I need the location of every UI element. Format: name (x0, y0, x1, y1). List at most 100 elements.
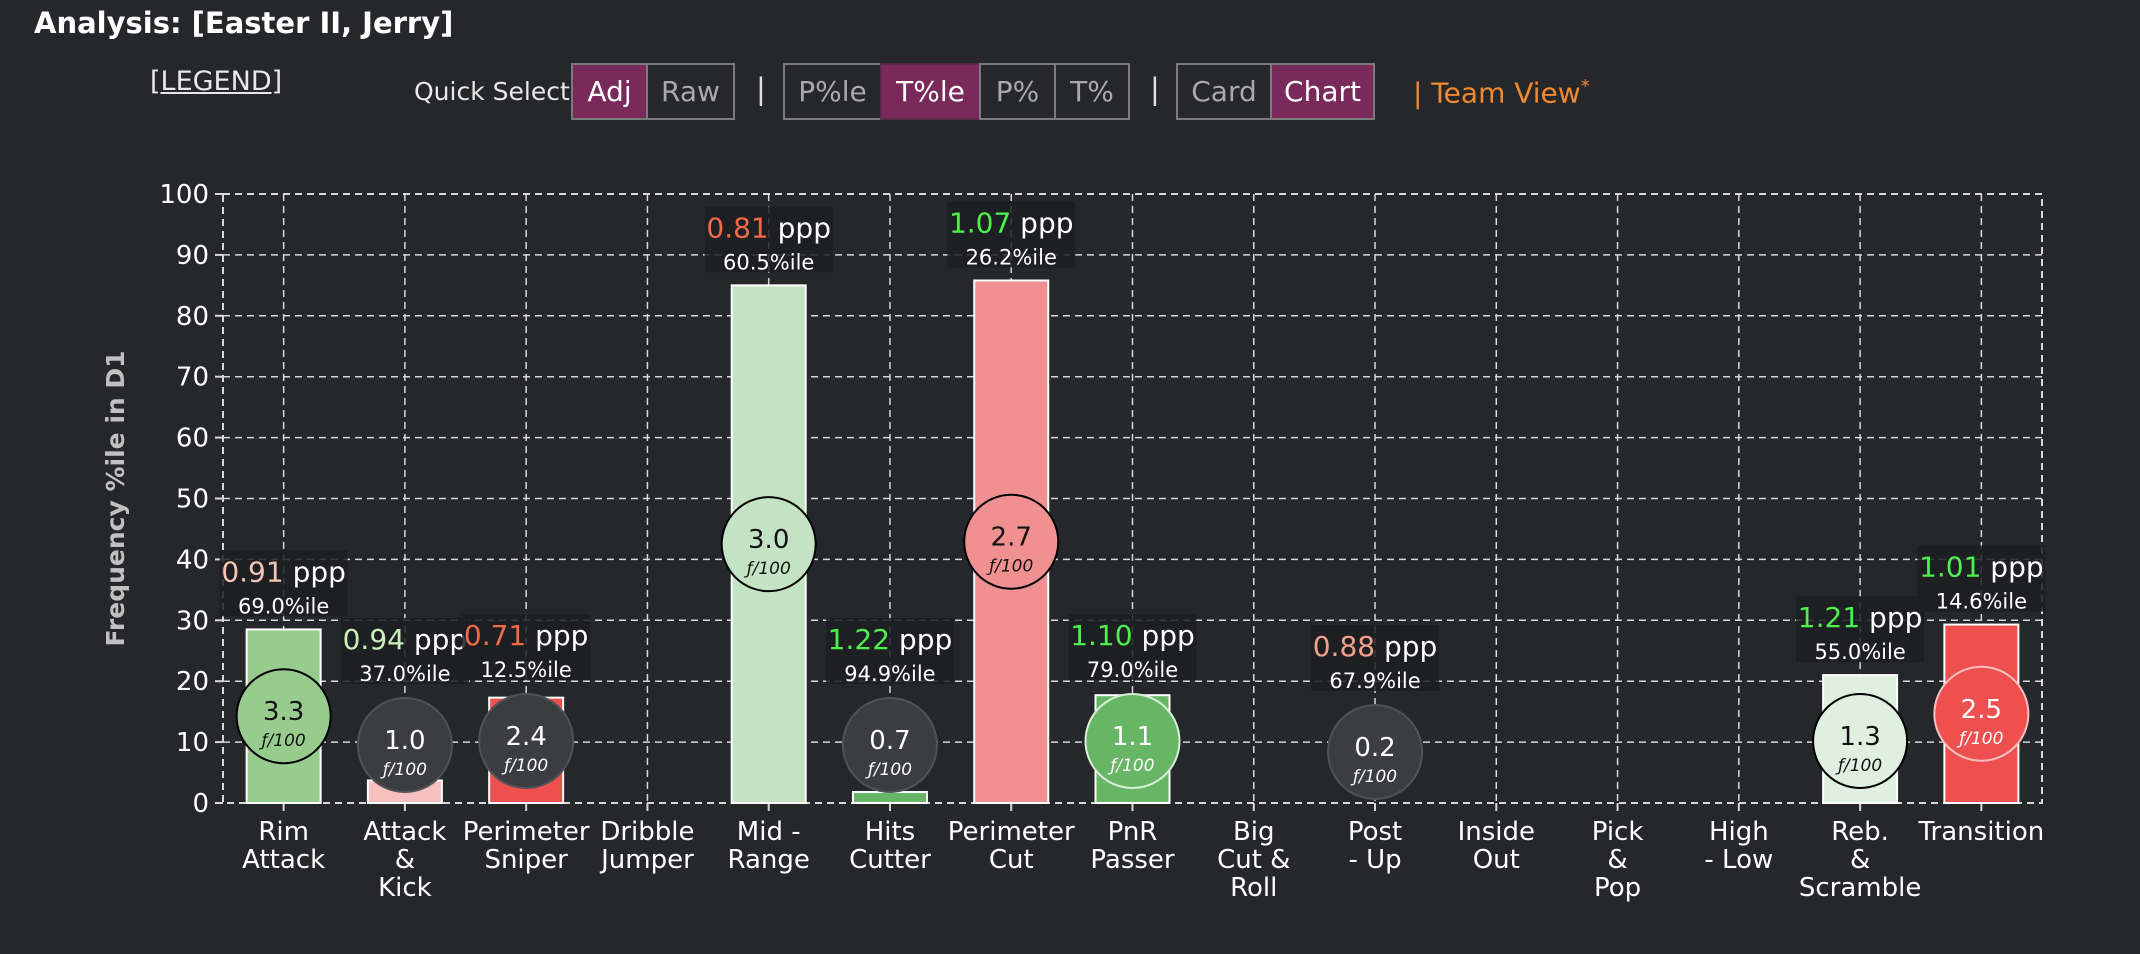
frequency-bubble (356, 697, 453, 793)
ppp-value: 1.10 (1070, 619, 1132, 652)
x-tick-label: Inside (1458, 817, 1535, 847)
ppp-unit: ppp (1981, 551, 2043, 584)
ppp-label: 0.88 ppp (1313, 630, 1438, 663)
x-tick-label: Cut (989, 845, 1034, 875)
frequency-bubble (478, 693, 575, 789)
x-tick-label: Big (1233, 817, 1275, 847)
x-tick-label: Rim (258, 817, 309, 847)
ppp-label: 1.07 ppp (949, 206, 1074, 239)
frequency-bubble (1084, 693, 1181, 789)
x-tick-label: Range (727, 845, 809, 875)
frequency-unit: ƒ/100 (986, 557, 1033, 577)
frequency-value: 1.0 (384, 726, 425, 756)
frequency-value: 1.3 (1839, 722, 1880, 752)
x-tick-label: High (1709, 817, 1769, 847)
ppp-value: 0.88 (1313, 630, 1375, 663)
x-tick-label: & (395, 845, 415, 875)
ppp-label: 1.10 ppp (1070, 619, 1195, 652)
ppp-label: 1.21 ppp (1798, 601, 1923, 634)
x-tick-label: Passer (1090, 845, 1175, 875)
frequency-bubble (235, 668, 332, 765)
frequency-bubble (1933, 665, 2030, 762)
page-title: Analysis: [Easter II, Jerry] (34, 6, 454, 40)
frequency-bubble (720, 496, 817, 593)
ppp-label: 0.81 ppp (706, 211, 831, 244)
frequency-unit: ƒ/100 (865, 760, 912, 780)
percentile-label: 14.6%ile (1936, 590, 2027, 614)
x-tick-label: Perimeter (463, 817, 590, 847)
y-tick-label: 100 (159, 180, 209, 210)
bar (851, 791, 928, 805)
y-tick-label: 0 (192, 789, 209, 819)
x-tick-label: Sniper (484, 845, 568, 875)
y-tick-label: 20 (176, 667, 209, 697)
label-bg (462, 614, 591, 680)
x-tick-label: Jumper (599, 845, 694, 875)
x-tick-label: - Low (1704, 845, 1773, 875)
raw-button[interactable]: Raw (646, 63, 735, 120)
frequency-unit: ƒ/100 (1350, 767, 1397, 787)
x-tick-label: Attack (363, 817, 446, 847)
x-tick-label: Kick (378, 873, 432, 903)
ppp-value: 0.91 (221, 555, 283, 588)
percentile-label: 37.0%ile (359, 662, 450, 686)
frequency-unit: ƒ/100 (259, 731, 306, 751)
label-bg (1311, 625, 1440, 691)
y-tick-label: 30 (176, 606, 209, 636)
label-bg (947, 201, 1076, 268)
y-tick-label: 70 (176, 363, 209, 393)
ppp-value: 1.07 (949, 206, 1011, 239)
frequency-unit: ƒ/100 (380, 760, 427, 780)
frequency-value: 2.5 (1961, 695, 2002, 725)
separator: | (756, 72, 766, 106)
ppp-label: 0.71 ppp (464, 619, 589, 652)
x-tick-label: Perimeter (948, 817, 1075, 847)
y-tick-label: 50 (176, 485, 209, 515)
ppp-value: 0.71 (464, 619, 526, 652)
percentile-label: 94.9%ile (844, 662, 935, 686)
team-view-mark: * (1580, 76, 1590, 97)
frequency-value: 2.7 (991, 523, 1032, 553)
ppp-value: 0.94 (343, 623, 405, 656)
frequency-value: 3.0 (748, 525, 789, 555)
ppp-unit: ppp (526, 619, 588, 652)
ppp-label: 0.94 ppp (343, 623, 468, 656)
x-tick-label: Attack (242, 845, 325, 875)
percentile-label: 12.5%ile (481, 658, 572, 682)
ppp-label: 1.01 ppp (1919, 551, 2044, 584)
x-tick-label: PnR (1108, 817, 1158, 847)
y-axis-label: Frequency %ile in D1 (101, 350, 130, 646)
team-view-label[interactable]: | Team View (1413, 76, 1581, 110)
x-tick-label: Cut & (1217, 845, 1290, 875)
frequency-bubble (841, 697, 938, 793)
y-tick-label: 40 (176, 545, 209, 575)
label-bg (219, 550, 348, 617)
chart-button[interactable]: Chart (1270, 63, 1375, 120)
x-tick-label: - Up (1348, 845, 1401, 875)
x-tick-label: Post (1348, 817, 1402, 847)
frequency-unit: ƒ/100 (1956, 729, 2003, 749)
label-bg (1068, 614, 1197, 680)
frequency-unit: ƒ/100 (744, 559, 791, 579)
x-tick-label: & (1850, 845, 1870, 875)
x-tick-label: Dribble (600, 817, 694, 847)
separator: | (1150, 72, 1160, 106)
label-bg (1796, 596, 1925, 663)
frequency-bubble (963, 493, 1060, 590)
frequency-value: 0.7 (869, 726, 910, 756)
ppp-unit: ppp (769, 211, 831, 244)
x-tick-label: Pick (1592, 817, 1644, 847)
y-tick-label: 60 (176, 424, 209, 454)
percentile-label: 26.2%ile (966, 245, 1057, 269)
x-tick-label: Transition (1917, 817, 2044, 847)
frequency-value: 1.1 (1112, 722, 1153, 752)
legend-link[interactable]: [LEGEND] (150, 66, 283, 97)
quick-select-label: Quick Select: (414, 77, 579, 106)
team-percent-button[interactable]: T% (1054, 63, 1130, 120)
team-view-link[interactable]: | Team View* (1413, 76, 1590, 109)
label-bg (1917, 545, 2046, 612)
ppp-value: 1.21 (1798, 601, 1860, 634)
percentile-label: 67.9%ile (1329, 669, 1420, 693)
x-tick-label: & (1607, 845, 1627, 875)
